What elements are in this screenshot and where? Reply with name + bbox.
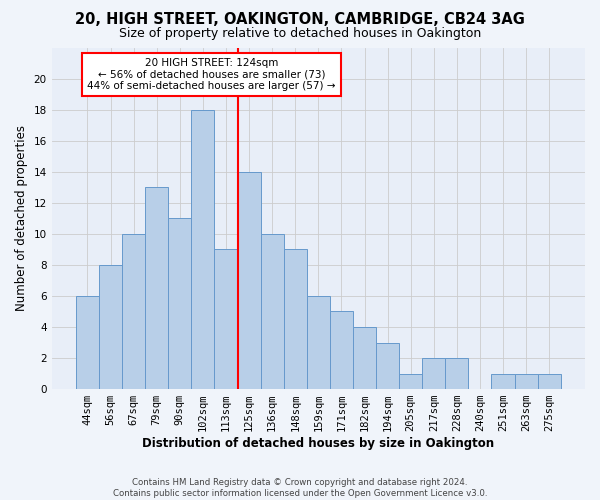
Bar — [330, 312, 353, 389]
Bar — [145, 187, 168, 389]
Bar — [515, 374, 538, 389]
Bar — [122, 234, 145, 389]
Bar — [538, 374, 561, 389]
Text: Size of property relative to detached houses in Oakington: Size of property relative to detached ho… — [119, 28, 481, 40]
Bar — [353, 327, 376, 389]
Bar — [99, 265, 122, 389]
Bar — [238, 172, 260, 389]
Bar — [214, 250, 238, 389]
Text: 20 HIGH STREET: 124sqm
← 56% of detached houses are smaller (73)
44% of semi-det: 20 HIGH STREET: 124sqm ← 56% of detached… — [88, 58, 336, 91]
Text: 20, HIGH STREET, OAKINGTON, CAMBRIDGE, CB24 3AG: 20, HIGH STREET, OAKINGTON, CAMBRIDGE, C… — [75, 12, 525, 28]
Bar — [284, 250, 307, 389]
Bar — [399, 374, 422, 389]
Bar — [260, 234, 284, 389]
Bar — [376, 342, 399, 389]
Bar — [168, 218, 191, 389]
X-axis label: Distribution of detached houses by size in Oakington: Distribution of detached houses by size … — [142, 437, 494, 450]
Y-axis label: Number of detached properties: Number of detached properties — [15, 126, 28, 312]
Text: Contains HM Land Registry data © Crown copyright and database right 2024.
Contai: Contains HM Land Registry data © Crown c… — [113, 478, 487, 498]
Bar — [422, 358, 445, 389]
Bar — [491, 374, 515, 389]
Bar — [191, 110, 214, 389]
Bar — [76, 296, 99, 389]
Bar — [445, 358, 469, 389]
Bar — [307, 296, 330, 389]
